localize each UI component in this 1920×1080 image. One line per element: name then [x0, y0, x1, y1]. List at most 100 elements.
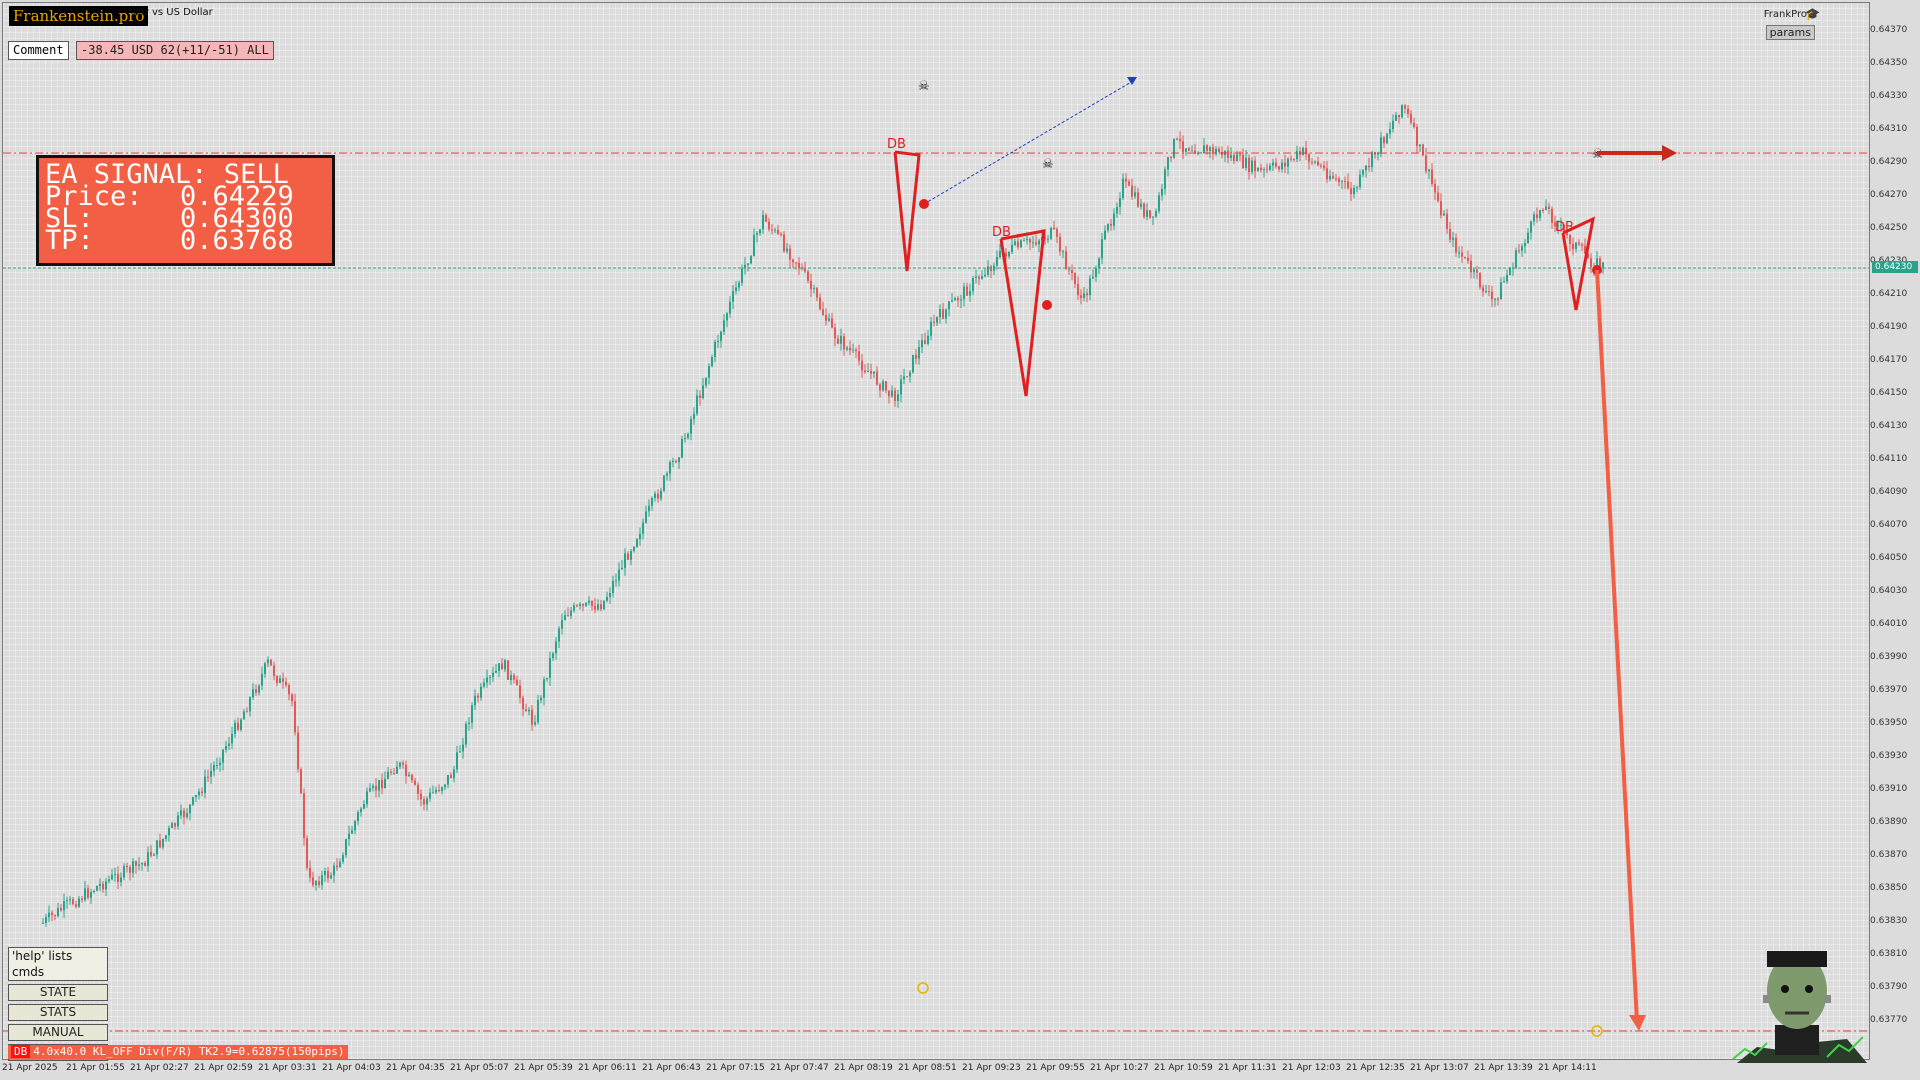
candle-body — [1419, 144, 1421, 147]
candle-body — [813, 288, 815, 290]
candle-body — [1509, 268, 1511, 275]
candle-body — [1521, 246, 1523, 251]
candle-body — [936, 317, 938, 323]
candle-body — [384, 778, 386, 789]
candle-body — [576, 605, 578, 607]
candle-body — [1539, 209, 1541, 219]
manual-button[interactable]: MANUAL — [8, 1024, 108, 1041]
candle-body — [1101, 239, 1103, 259]
time-tick-label: 21 Apr 05:39 — [514, 1063, 573, 1073]
candle-body — [180, 810, 182, 816]
candle-body — [744, 264, 746, 269]
candle-body — [984, 274, 986, 277]
candle-body — [666, 473, 668, 476]
price-chart[interactable]: DB DB DB ☠ ☠ ☠ — [3, 3, 1871, 1061]
indicator-name: FrankPro — [1763, 9, 1807, 20]
candle-body — [618, 569, 620, 581]
candle-body — [135, 861, 137, 866]
candle-body — [1032, 242, 1034, 244]
candle-body — [1272, 162, 1274, 166]
candle-body — [1443, 213, 1445, 216]
candle-body — [69, 899, 71, 901]
candle-body — [747, 263, 749, 265]
candle-body — [99, 883, 101, 887]
candle-body — [306, 838, 308, 868]
candle-body — [861, 360, 863, 371]
candle-body — [1452, 237, 1454, 240]
candle-body — [1437, 192, 1439, 202]
stop-loss-arrow-head — [1662, 145, 1677, 161]
candle-body — [1170, 157, 1172, 159]
candle-body — [885, 381, 887, 391]
candle-body — [828, 318, 830, 321]
params-button[interactable]: params — [1765, 25, 1815, 40]
candle-body — [1398, 114, 1400, 118]
candle-body — [681, 438, 683, 458]
chart-area[interactable]: DB DB DB ☠ ☠ ☠ Frankenstein.pro llar vs … — [2, 2, 1871, 1063]
candle-body — [1122, 178, 1124, 199]
candle-body — [510, 675, 512, 680]
candle-body — [171, 823, 173, 829]
candle-body — [309, 867, 311, 878]
stats-button[interactable]: STATS — [8, 1004, 108, 1021]
candle-body — [276, 675, 278, 684]
time-tick-label: 21 Apr 14:11 — [1538, 1063, 1597, 1073]
candle-body — [468, 722, 470, 724]
db-label-2: DB — [992, 225, 1011, 240]
candle-body — [1551, 208, 1553, 223]
price-tick-label: 0.64270 — [1870, 190, 1908, 200]
candle-body — [534, 722, 536, 725]
candle-body — [585, 602, 587, 606]
candle-body — [1164, 169, 1166, 189]
candle-body — [1317, 161, 1319, 166]
candle-body — [1194, 150, 1196, 154]
candle-body — [117, 873, 119, 883]
graduation-cap-icon[interactable]: 🎓 — [1805, 7, 1820, 21]
candle-body — [1044, 236, 1046, 240]
candle-body — [1251, 160, 1253, 173]
candle-body — [843, 336, 845, 350]
candle-body — [1395, 114, 1397, 121]
sell-signal-marker — [919, 199, 929, 209]
sell-signal-marker — [1042, 300, 1052, 310]
candle-body — [663, 475, 665, 491]
signal-value: 0.63768 — [180, 225, 294, 256]
candle-body — [315, 880, 317, 886]
candle-body — [78, 898, 80, 907]
candle-body — [291, 694, 293, 702]
candle-body — [297, 732, 299, 770]
candle-body — [546, 677, 548, 680]
command-panel: 'help' lists cmds STATE STATS MANUAL ON — [8, 947, 108, 1064]
candle-body — [396, 766, 398, 774]
candle-body — [648, 505, 650, 512]
candle-body — [264, 663, 266, 674]
time-tick-label: 21 Apr 08:51 — [898, 1063, 957, 1073]
candle-body — [867, 371, 869, 373]
candle-body — [198, 791, 200, 796]
time-tick-label: 21 Apr 02:59 — [194, 1063, 253, 1073]
candle-body — [1185, 148, 1187, 152]
candle-body — [1155, 211, 1157, 217]
candle-body — [360, 808, 362, 812]
candle-body — [138, 864, 140, 866]
candle-body — [1425, 155, 1427, 172]
projection-arrow — [1595, 269, 1639, 1022]
candle-body — [738, 282, 740, 288]
candle-body — [414, 780, 416, 785]
candle-body — [147, 852, 149, 867]
candle-body — [807, 271, 809, 281]
candle-body — [210, 770, 212, 777]
price-tick-label: 0.64070 — [1870, 520, 1908, 530]
candle-body — [477, 695, 479, 698]
state-button[interactable]: STATE — [8, 984, 108, 1001]
candle-body — [960, 299, 962, 301]
candle-body — [1470, 260, 1472, 273]
candle-body — [852, 349, 854, 351]
candle-body — [258, 685, 260, 693]
candle-body — [126, 865, 128, 868]
candle-body — [66, 900, 68, 902]
help-hint[interactable]: 'help' lists cmds — [8, 947, 108, 981]
signal-row-price: Price: 0.64229 — [45, 183, 326, 210]
ea-signal-panel: EA SIGNAL: SELL Price: 0.64229 SL: 0.643… — [36, 155, 335, 266]
candle-body — [1560, 224, 1562, 226]
